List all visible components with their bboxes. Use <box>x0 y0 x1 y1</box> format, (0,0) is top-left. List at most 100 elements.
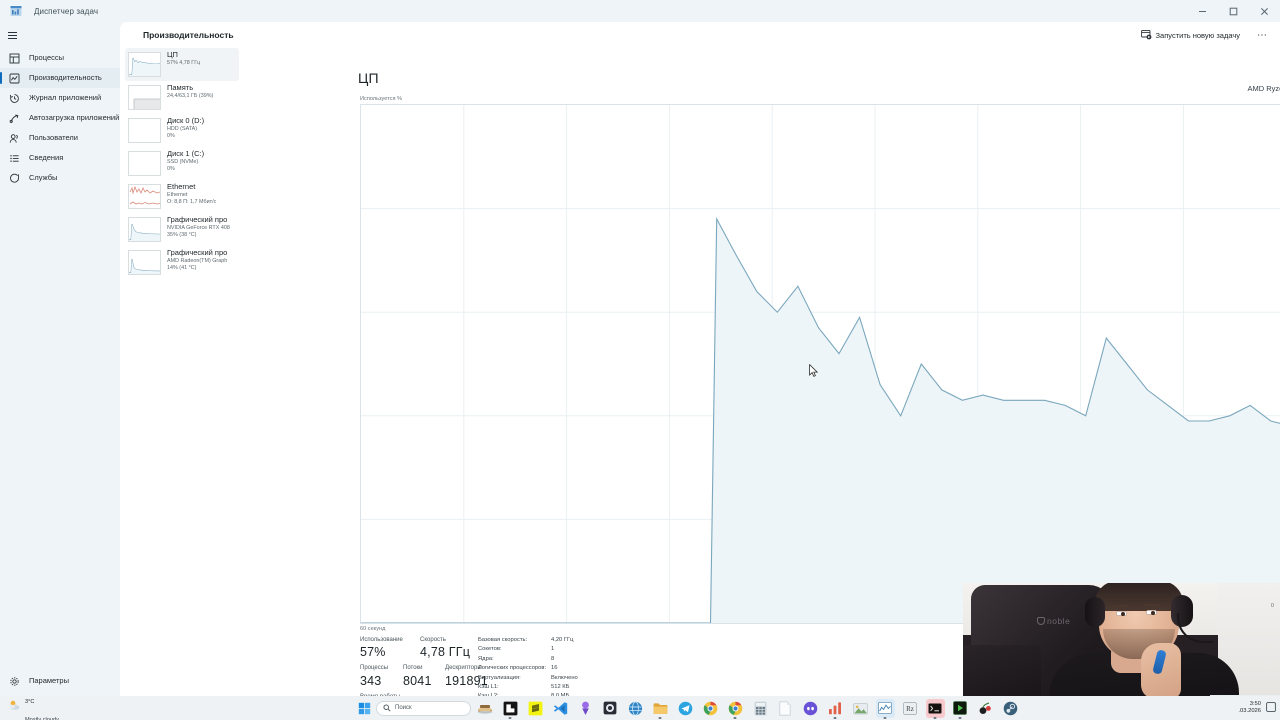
stat-value: 191891 <box>445 673 488 688</box>
resource-sub2: 0% <box>167 165 175 172</box>
taskbar-app-chrome-2[interactable] <box>726 699 745 719</box>
taskbar-app-boat[interactable] <box>476 699 495 718</box>
cpu-sparkline <box>128 52 161 77</box>
resource-list: ЦП 57% 4,78 ГГц Память 24,4/6 <box>125 48 239 696</box>
resource-sub2: 0% <box>167 132 175 139</box>
sidebar-item-label: Производительность <box>29 73 102 83</box>
sidebar-item-processes[interactable]: Процессы <box>0 48 120 68</box>
window-title: Диспетчер задач <box>34 6 99 16</box>
chart-x-start-label: 60 секунд <box>360 626 386 632</box>
taskbar-app-globe[interactable] <box>626 699 645 718</box>
taskbar-app-winrar[interactable]: Rz <box>901 699 920 718</box>
sidebar-item-settings[interactable]: Параметры <box>0 674 120 688</box>
sidebar-item-label: Процессы <box>29 53 65 63</box>
run-new-task-button[interactable]: Запустить новую задачу <box>1135 26 1246 45</box>
resource-item-disk1[interactable]: Диск 1 (C:) SSD (NVMe) 0% <box>125 147 239 180</box>
resource-sub: SSD (NVMe) <box>167 158 199 165</box>
stat-caption: Использование <box>360 637 403 643</box>
taskbar-app-discord[interactable] <box>801 699 820 718</box>
details-icon <box>7 151 22 165</box>
more-options-button[interactable]: ⋯ <box>1257 29 1267 41</box>
taskbar-app-task-manager[interactable] <box>875 698 895 719</box>
sidebar-item-services[interactable]: Службы <box>0 168 120 188</box>
taskbar-app-figma[interactable] <box>576 699 595 718</box>
cpu-detail-key: Кэш L1: <box>478 683 499 690</box>
sidebar-item-app-history[interactable]: Журнал приложений <box>0 88 120 108</box>
taskbar-app-vscode[interactable] <box>551 699 570 718</box>
cpu-chart-svg <box>361 105 1280 623</box>
sidebar-item-users[interactable]: Пользователи <box>0 128 120 148</box>
notifications-icon[interactable] <box>1266 699 1276 717</box>
ethernet-sparkline <box>128 184 161 209</box>
headset-earcup-left <box>1085 597 1105 627</box>
app-running-indicator <box>658 716 662 719</box>
taskbar-app-telegram[interactable] <box>676 699 695 718</box>
sidebar-item-details[interactable]: Сведения <box>0 148 120 168</box>
headset-microphone <box>1177 613 1213 643</box>
stat-handles: Дескрипторы 191891 <box>445 664 488 689</box>
taskbar-app-sublime[interactable] <box>526 699 545 718</box>
weather-widget[interactable]: 3°C Mostly cloudy <box>8 690 118 720</box>
sidebar-item-startup-apps[interactable]: Автозагрузка приложений <box>0 108 120 128</box>
resource-sub: 24,4/63,1 ГБ (39%) <box>167 92 214 99</box>
resource-name: Диск 0 (D:) <box>167 116 205 125</box>
taskbar-app-notepad[interactable] <box>776 699 795 718</box>
taskbar-app-chrome[interactable] <box>701 699 720 718</box>
taskbar-center: Поиск <box>356 696 1021 720</box>
resource-name: Память <box>167 83 194 92</box>
cpu-detail-value: 16 <box>551 665 558 672</box>
resource-item-cpu[interactable]: ЦП 57% 4,78 ГГц <box>125 48 239 81</box>
taskbar-app-steam[interactable] <box>1001 699 1020 718</box>
window-titlebar[interactable]: Диспетчер задач <box>0 0 1280 22</box>
resource-name: Графический про <box>167 215 228 224</box>
svg-text:Rz: Rz <box>906 705 914 713</box>
header-actions: Запустить новую задачу ⋯ <box>1135 22 1272 48</box>
task-manager-icon <box>9 5 22 18</box>
page-title: Производительность <box>143 30 234 40</box>
cpu-usage-chart[interactable] <box>360 104 1280 624</box>
search-input[interactable]: Поиск <box>376 700 471 716</box>
taskbar-clock[interactable]: 3:50 .03.2026 <box>1238 701 1261 714</box>
stat-processes: Процессы 343 <box>360 664 403 689</box>
cpu-panel: ЦП AMD Ryzen 7 7800X3D 8-Core Processor … <box>358 70 1280 716</box>
taskbar-app-black-square[interactable] <box>501 699 520 719</box>
hamburger-menu-icon[interactable] <box>0 22 120 48</box>
cpu-detail-row: Кэш L1: 512 КБ <box>478 683 748 692</box>
cpu-detail-value: 512 КБ <box>551 683 570 690</box>
app-history-icon <box>7 91 22 105</box>
taskbar-app-obs[interactable] <box>601 699 620 718</box>
taskbar-app-terminal[interactable] <box>925 698 945 719</box>
sidebar-item-performance[interactable]: Производительность <box>0 68 120 88</box>
weather-temperature: 3°C <box>25 699 35 706</box>
maximize-button[interactable] <box>1218 0 1249 22</box>
resource-item-gpu0[interactable]: Графический про NVIDIA GeForce RTX 408 3… <box>125 213 239 246</box>
resource-sub2: О: 8,8 П: 1,7 Мбит/с <box>167 198 217 205</box>
taskbar-app-file-explorer[interactable] <box>651 699 670 719</box>
gpu1-sparkline <box>128 250 161 275</box>
person-hair <box>1095 583 1183 611</box>
performance-icon <box>7 71 22 85</box>
taskbar-app-cherry[interactable] <box>976 699 995 718</box>
cpu-detail-key: Виртуализация: <box>478 674 521 681</box>
resource-item-ethernet[interactable]: Ethernet Ethernet О: 8,8 П: 1,7 Мбит/с <box>125 180 239 213</box>
weather-text: 3°C Mostly cloudy <box>25 690 59 720</box>
stat-value: 343 <box>360 673 382 688</box>
taskbar-app-calculator[interactable] <box>751 699 770 718</box>
minimize-button[interactable] <box>1187 0 1218 22</box>
chair-brand-logo: noble <box>1037 616 1070 626</box>
taskbar-app-photos[interactable] <box>851 699 870 718</box>
windows-start-icon[interactable] <box>356 700 373 717</box>
weather-icon <box>8 699 21 717</box>
navigation-rail: Процессы Производительность <box>0 22 120 696</box>
taskbar-app-analytics[interactable] <box>826 699 845 719</box>
resource-item-disk0[interactable]: Диск 0 (D:) HDD (SATA) 0% <box>125 114 239 147</box>
resource-item-memory[interactable]: Память 24,4/63,1 ГБ (39%) <box>125 81 239 114</box>
close-button[interactable] <box>1249 0 1280 22</box>
taskbar-app-media-player[interactable] <box>951 699 970 719</box>
app-running-indicator <box>933 716 937 719</box>
cpu-detail-value: 8 <box>551 655 555 662</box>
gpu0-sparkline <box>128 217 161 242</box>
sidebar-item-label: Пользователи <box>29 133 78 143</box>
resource-item-gpu1[interactable]: Графический про AMD Radeon(TM) Graph 14%… <box>125 246 239 279</box>
chart-zero-overlay-label: 0 <box>1270 603 1274 609</box>
